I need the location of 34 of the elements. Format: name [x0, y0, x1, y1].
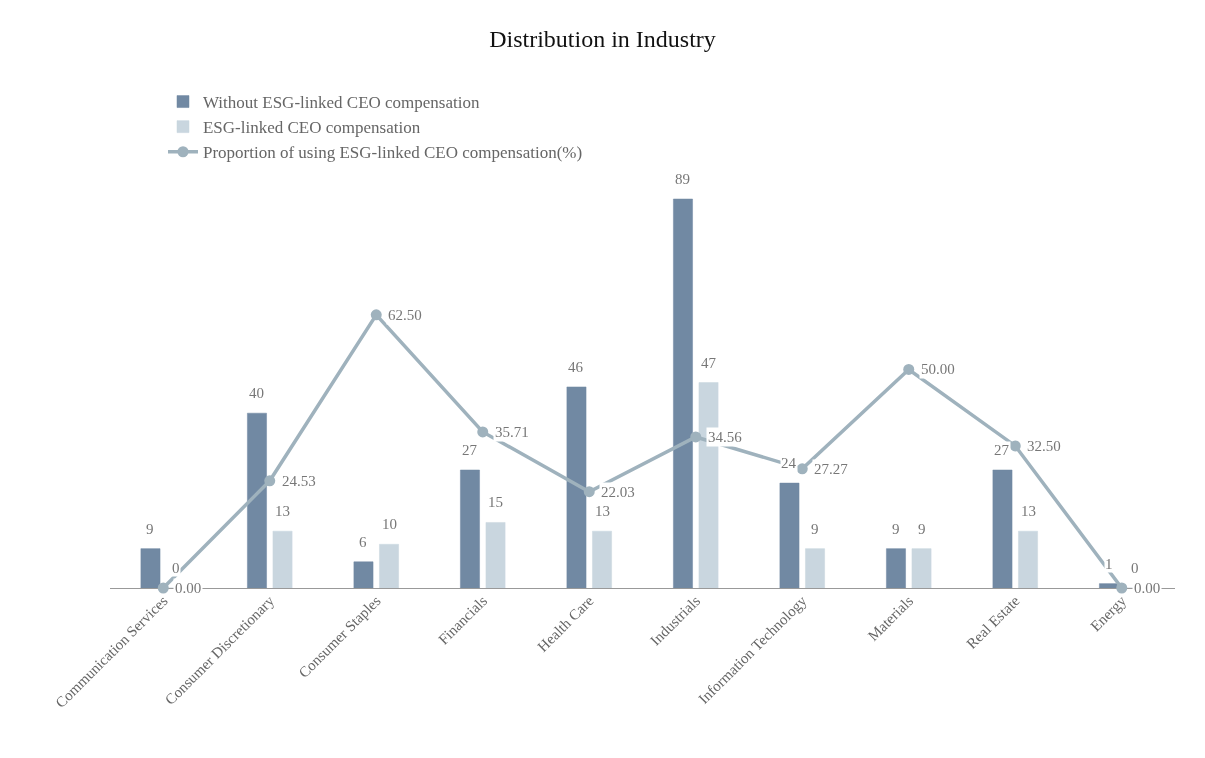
data-label: 9 — [918, 521, 926, 537]
chart-title: Distribution in Industry — [489, 26, 716, 53]
data-label: 22.03 — [601, 484, 635, 500]
data-label: 47 — [701, 355, 717, 371]
data-label: 6 — [359, 534, 367, 550]
data-label: 9 — [811, 521, 819, 537]
data-label: 0.00 — [175, 580, 202, 596]
data-label: 62.50 — [388, 307, 422, 323]
data-label: 35.71 — [495, 424, 529, 440]
data-label: 15 — [488, 494, 503, 510]
data-label: 27 — [994, 442, 1010, 458]
data-label: 27 — [462, 442, 478, 458]
data-label: 27.27 — [814, 461, 849, 477]
data-label: 24.53 — [282, 473, 316, 489]
data-label: 89 — [675, 171, 690, 187]
data-label: 9 — [892, 521, 900, 537]
legend-label: Proportion of using ESG-linked CEO compensation(%) — [202, 143, 583, 163]
data-label: 1 — [1105, 556, 1113, 572]
data-label: 46 — [568, 359, 584, 375]
data-label: 0 — [172, 560, 180, 576]
data-label: 10 — [382, 516, 397, 532]
data-label: 34.56 — [708, 429, 743, 445]
data-label: 13 — [1021, 503, 1036, 519]
data-label: 0.00 — [1134, 580, 1161, 596]
data-label: 50.00 — [921, 361, 955, 377]
data-label: 9 — [146, 521, 154, 537]
legend-label: ESG-linked CEO compensation — [202, 118, 421, 138]
data-label: 40 — [249, 385, 264, 401]
data-label: 13 — [275, 503, 290, 519]
legend-label: Without ESG-linked CEO compensation — [202, 93, 480, 113]
data-label: 0 — [1131, 560, 1139, 576]
data-label: 13 — [595, 503, 610, 519]
data-label: 32.50 — [1027, 438, 1061, 454]
data-label: 24 — [781, 455, 797, 471]
